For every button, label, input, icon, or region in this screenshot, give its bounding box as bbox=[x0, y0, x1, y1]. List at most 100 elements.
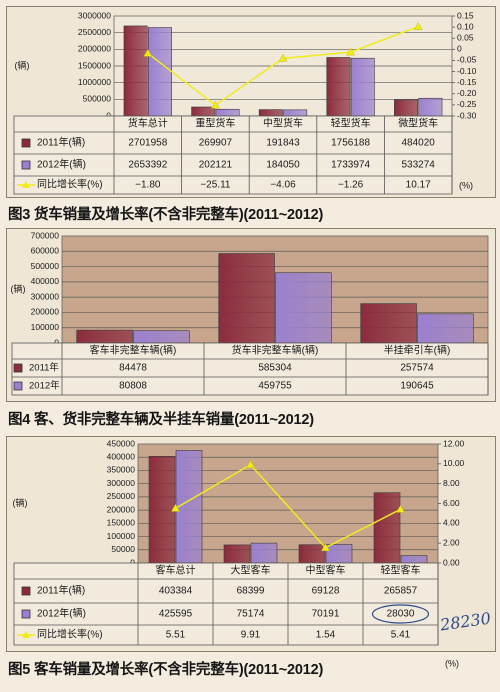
fig5-growth-point bbox=[246, 460, 255, 468]
fig4-y-tick-label: 100000 bbox=[31, 322, 60, 332]
fig3-bar-y2012 bbox=[350, 57, 375, 117]
fig4-category-label: 半挂牵引车(辆) bbox=[384, 344, 451, 357]
fig5-bar-y2011 bbox=[373, 492, 401, 564]
fig5-y-tick-label: 350000 bbox=[107, 465, 136, 475]
figure5-caption: 图5 客车销量及增长率(不含非完整车)(2011~2012) bbox=[8, 662, 324, 678]
fig3-y2-tick-label: 0 bbox=[457, 44, 462, 54]
fig5-data-label: 68399 bbox=[237, 586, 265, 597]
fig5-legend-key-growth-triangle bbox=[22, 631, 30, 638]
fig5-data-label: 70191 bbox=[312, 609, 340, 620]
fig3-category-label: 重型货车 bbox=[195, 117, 235, 130]
fig4-y-tick-label: 400000 bbox=[31, 276, 60, 286]
fig3-data-label: −1.26 bbox=[338, 180, 364, 191]
fig5-category-label: 客车总计 bbox=[156, 564, 196, 577]
fig4-y-tick-label: 0 bbox=[54, 337, 59, 347]
fig4-y-tick-label: 200000 bbox=[31, 307, 60, 317]
fig3-bar-y2012 bbox=[418, 97, 443, 117]
fig4-category-label: 客车非完整车辆(辆) bbox=[90, 344, 177, 357]
fig5-data-label: 28030 bbox=[387, 609, 415, 620]
fig3-growth-point bbox=[210, 100, 220, 109]
fig5-y2-axis-label: (%) bbox=[445, 658, 459, 668]
fig4-data-label: 84478 bbox=[119, 363, 147, 374]
fig3-y2-tick-label: 0.05 bbox=[457, 32, 474, 42]
fig4-plot-area bbox=[61, 235, 489, 344]
fig3-y-tick-label: 2000000 bbox=[78, 44, 111, 54]
fig3-data-label: 10.17 bbox=[406, 180, 431, 191]
fig4-y-tick-label: 300000 bbox=[31, 291, 60, 301]
fig3-data-label: 191843 bbox=[266, 138, 300, 149]
fig3-bar-y2011 bbox=[394, 99, 419, 117]
fig5-y-axis-label: (辆) bbox=[13, 497, 28, 508]
fig5-data-label: 69128 bbox=[312, 586, 340, 597]
fig5-category-label: 大型客车 bbox=[231, 564, 271, 577]
fig5-data-label: 9.91 bbox=[241, 630, 261, 641]
figure3-caption: 图3 货车销量及增长率(不含非完整车)(2011~2012) bbox=[8, 207, 324, 223]
fig5-growth-line bbox=[175, 463, 401, 549]
fig5-bar-y2011 bbox=[223, 544, 251, 564]
fig3-data-label: 2653392 bbox=[128, 160, 167, 171]
fig5-y-tick-label: 200000 bbox=[107, 504, 136, 514]
fig4-bar-y2012 bbox=[417, 313, 474, 344]
fig3-y-tick-label: 1000000 bbox=[78, 77, 111, 87]
fig5-legend-label: 2012年(辆) bbox=[37, 607, 86, 620]
fig5-data-table bbox=[13, 562, 439, 646]
fig4-y-axis-label: (辆) bbox=[11, 283, 26, 294]
fig3-bar-y2012 bbox=[148, 27, 172, 117]
fig4-legend-key-y2011 bbox=[13, 363, 23, 373]
fig5-data-label: 5.41 bbox=[391, 630, 411, 641]
fig3-data-label: 184050 bbox=[266, 160, 300, 171]
fig5-growth-point bbox=[171, 503, 180, 512]
fig3-y2-tick-label: -0.10 bbox=[457, 66, 477, 76]
fig3-data-label: −25.11 bbox=[200, 180, 231, 191]
fig5-y-tick-label: 450000 bbox=[107, 438, 136, 448]
fig4-y-tick-label: 600000 bbox=[31, 246, 60, 256]
fig5-y-tick-label: 0 bbox=[130, 557, 135, 567]
fig4-category-label: 货车非完整车辆(辆) bbox=[232, 344, 319, 357]
fig3-data-label: 269907 bbox=[199, 138, 233, 149]
fig4-data-label: 80808 bbox=[119, 381, 147, 392]
fig3-y2-tick-label: -0.25 bbox=[457, 99, 477, 109]
fig4-data-label: 257574 bbox=[400, 363, 434, 374]
fig5-handwritten-circle bbox=[371, 604, 430, 624]
fig3-bar-y2011 bbox=[123, 25, 148, 117]
fig5-y-tick-label: 100000 bbox=[107, 531, 136, 541]
fig5-legend-key-y2012 bbox=[21, 609, 31, 619]
fig3-data-label: 533274 bbox=[402, 160, 436, 171]
fig5-growth-point bbox=[321, 543, 330, 551]
fig5-data-label: 5.51 bbox=[166, 630, 186, 641]
fig3-category-label: 微型货车 bbox=[398, 117, 438, 130]
fig3-growth-point bbox=[143, 48, 153, 57]
fig5-bar-y2012 bbox=[250, 542, 278, 564]
fig3-y2-tick-label: 0.10 bbox=[457, 21, 474, 31]
fig3-legend-label: 同比增长率(%) bbox=[37, 178, 103, 191]
fig3-data-label: 1733974 bbox=[331, 160, 370, 171]
fig4-bar-y2012 bbox=[133, 330, 190, 344]
fig4-data-label: 459755 bbox=[258, 381, 292, 392]
fig4-legend-key-y2012 bbox=[13, 381, 23, 391]
fig4-data-label: 190645 bbox=[400, 381, 434, 392]
fig4-legend-label: 2012年 bbox=[29, 380, 60, 392]
fig5-y-tick-label: 150000 bbox=[107, 518, 136, 528]
fig4-bar-y2011 bbox=[218, 253, 275, 344]
figure4-caption: 图4 客、货非完整车辆及半挂车销量(2011~2012) bbox=[8, 412, 314, 428]
fig5-y2-tick-label: 8.00 bbox=[443, 478, 460, 488]
fig5-bar-y2012 bbox=[400, 555, 428, 564]
fig3-legend-label: 2012年(辆) bbox=[37, 158, 86, 171]
fig4-data-label: 585304 bbox=[258, 363, 292, 374]
fig5-y2-tick-label: 10.00 bbox=[443, 458, 465, 468]
fig3-legend-label: 2011年(辆) bbox=[37, 136, 85, 149]
fig3-bar-y2012 bbox=[283, 109, 308, 117]
fig4-bar-y2011 bbox=[76, 329, 133, 344]
fig3-growth-point bbox=[413, 22, 423, 30]
fig5-data-label: 425595 bbox=[159, 609, 193, 620]
fig5-y2-tick-label: 4.00 bbox=[443, 518, 460, 528]
fig4-y-tick-label: 700000 bbox=[31, 230, 60, 240]
fig3-y-tick-label: 0 bbox=[106, 110, 111, 120]
fig5-y2-tick-label: 0.00 bbox=[443, 557, 460, 567]
fig5-legend-label: 同比增长率(%) bbox=[37, 628, 103, 641]
fig3-data-label: −4.06 bbox=[270, 180, 296, 191]
fig3-y2-tick-label: -0.20 bbox=[457, 88, 477, 98]
fig3-category-label: 货车总计 bbox=[128, 117, 168, 130]
fig3-data-label: 2701958 bbox=[128, 138, 167, 149]
